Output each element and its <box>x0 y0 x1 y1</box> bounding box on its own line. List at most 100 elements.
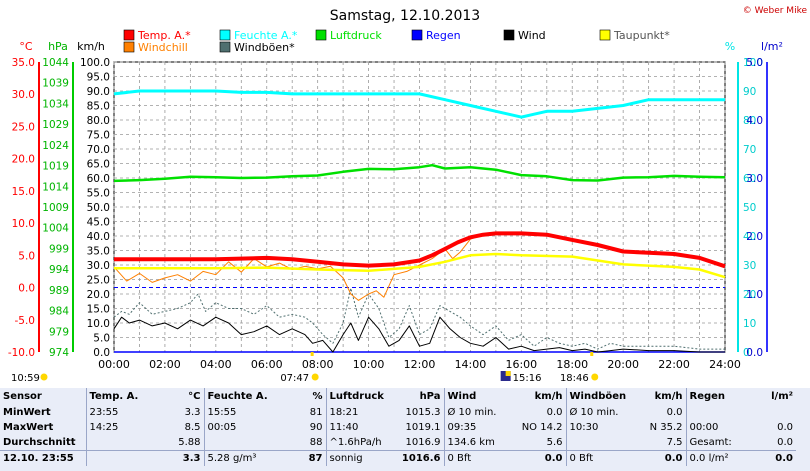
hpa-tick-label: 1024 <box>42 140 69 152</box>
stats-cell: 134.6 km <box>443 435 510 451</box>
temp-tick-label: 15.0 <box>12 186 35 198</box>
pct-tick-label: 90 <box>743 86 756 98</box>
stats-cell <box>203 435 284 451</box>
stats-cell: 09:35 <box>443 420 510 435</box>
kmh-tick-label: 70.0 <box>87 144 110 156</box>
hpa-tick-label: 1044 <box>42 57 69 69</box>
stats-header-gust: Windböen <box>565 388 630 405</box>
stats-cell: NO 14.2 <box>521 422 563 433</box>
stats-panel: Sensor Temp. A. °C Feuchte A. % Luftdruc… <box>0 388 810 471</box>
kmh-tick-label: 55.0 <box>87 188 110 200</box>
stats-row-max: MaxWert 14:25 8.5 00:05 90 11:40 1019.1 … <box>0 420 796 435</box>
series-line-taupunkt <box>114 252 726 279</box>
stats-cell: 5.88 <box>178 437 201 448</box>
stats-cell: 0.0 <box>666 407 683 418</box>
x-tick-label: 08:00 <box>302 358 334 371</box>
stats-header-temp-unit: °C <box>188 391 201 402</box>
temp-tick-label: -10.0 <box>8 347 35 359</box>
stats-cell: 5.28 g/m³ <box>203 450 284 466</box>
stats-cell: 15:55 <box>203 405 284 420</box>
hpa-tick-label: 1034 <box>42 98 69 110</box>
series-line-wind <box>113 316 725 353</box>
legend-label: Windchill <box>138 41 188 54</box>
sun-icon <box>311 373 319 381</box>
legend-label: Feuchte A.* <box>234 29 298 42</box>
hpa-tick-label: 1039 <box>42 78 69 90</box>
hpa-tick-label: 994 <box>49 264 69 276</box>
legend-label: Windböen* <box>234 41 295 54</box>
lm2-tick-label: 1.0 <box>746 289 763 301</box>
legend-label: Taupunkt* <box>613 29 670 42</box>
stats-cell: 23:55 <box>85 405 146 420</box>
astro-marker-label: 15:16 <box>513 373 542 384</box>
lm2-tick-label: 2.0 <box>746 231 763 243</box>
stats-cell: 00:00 <box>685 420 748 435</box>
stats-cell: Ø 10 min. <box>443 405 510 420</box>
x-tick-label: 04:00 <box>200 358 232 371</box>
stats-header-gust-unit: km/h <box>654 391 683 402</box>
stats-cell: 14:25 <box>85 420 146 435</box>
stats-header-sensor: Sensor <box>3 391 42 402</box>
pct-tick-label: 0 <box>743 347 750 359</box>
x-tick-label: 06:00 <box>251 358 283 371</box>
legend-swatch <box>123 41 135 53</box>
kmh-tick-label: 5.0 <box>93 333 110 345</box>
hpa-tick-label: 999 <box>49 243 69 255</box>
stats-cell <box>748 405 796 420</box>
stats-row-label: MinWert <box>3 407 51 418</box>
stats-cell: 0.0 <box>777 437 793 448</box>
stats-cell: 0.0 l/m² <box>685 450 748 466</box>
stats-header-rain-unit: l/m² <box>771 391 793 402</box>
kmh-axis-label: km/h <box>77 40 105 53</box>
series-line-temp-a <box>114 231 726 269</box>
stats-row-avg: Durchschnitt 5.88 88 ^1.6hPa/h 1016.9 13… <box>0 435 796 451</box>
kmh-tick-label: 20.0 <box>87 289 110 301</box>
kmh-tick-label: 50.0 <box>87 202 110 214</box>
x-tick-label: 20:00 <box>607 358 639 371</box>
stats-cell: 8.5 <box>184 422 201 433</box>
kmh-tick-label: 90.0 <box>87 86 110 98</box>
astro-marker-label: 10:59 <box>11 373 40 384</box>
stats-row-current: 12.10. 23:55 3.3 5.28 g/m³ 87 sonnig 101… <box>0 450 796 466</box>
stats-cell: sonnig <box>325 450 388 466</box>
temp-axis-label: °C <box>19 40 33 53</box>
lm2-tick-label: 3.0 <box>746 173 763 185</box>
series-line-windb-en <box>113 287 725 350</box>
lm2-axis-bar <box>766 62 768 352</box>
stats-row-label: 12.10. 23:55 <box>0 450 86 466</box>
stats-cell: 0.0 <box>546 407 563 418</box>
copyright-label: © Weber Mike <box>743 6 808 16</box>
stats-header-press: Luftdruck <box>325 388 388 405</box>
x-tick-label: 12:00 <box>404 358 436 371</box>
x-tick-label: 00:00 <box>98 358 130 371</box>
stats-header-wind: Wind <box>443 388 510 405</box>
legend-label: Wind <box>518 29 546 42</box>
stats-cell: 0 Bft <box>443 450 510 466</box>
temp-tick-label: 25.0 <box>12 121 35 133</box>
pct-tick-label: 50 <box>743 202 756 214</box>
stats-cell: 87 <box>284 450 326 466</box>
stats-cell: 1016.6 <box>388 450 444 466</box>
pct-axis-label: % <box>725 40 735 53</box>
temp-tick-label: 20.0 <box>12 154 35 166</box>
temp-tick-label: 30.0 <box>12 89 35 101</box>
pct-tick-label: 80 <box>743 115 756 127</box>
x-tick-label: 18:00 <box>556 358 588 371</box>
x-tick-label: 22:00 <box>658 358 690 371</box>
stats-cell: 1019.1 <box>405 422 441 433</box>
stats-cell: 0.0 <box>510 450 566 466</box>
stats-header-row: Sensor Temp. A. °C Feuchte A. % Luftdruc… <box>0 388 796 405</box>
hpa-tick-label: 1004 <box>42 223 69 235</box>
pct-tick-label: 30 <box>743 260 756 272</box>
pct-tick-label: 10 <box>743 318 756 330</box>
legend-swatch <box>123 29 135 41</box>
stats-cell: 81 <box>309 407 323 418</box>
astro-marker-label: 07:47 <box>280 373 309 384</box>
astro-marker-label: 18:46 <box>560 373 589 384</box>
kmh-tick-label: 10.0 <box>87 318 110 330</box>
temp-tick-label: 0.0 <box>18 283 35 295</box>
lm2-tick-label: 0.0 <box>746 347 763 359</box>
stats-cell <box>85 435 146 451</box>
kmh-tick-label: 35.0 <box>87 246 110 258</box>
stats-cell: 5.6 <box>546 437 563 448</box>
